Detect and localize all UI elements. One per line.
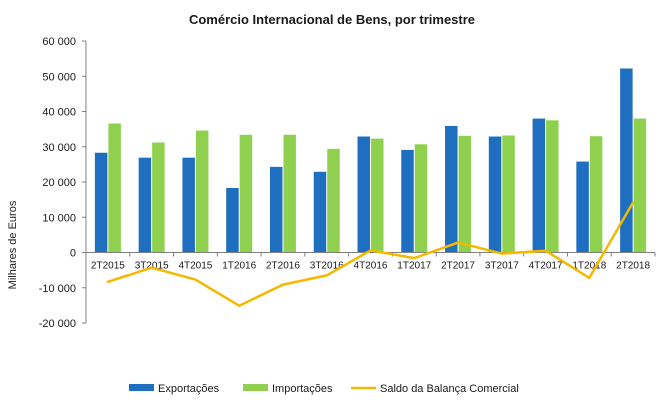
y-tick-label: 40 000 [42, 107, 76, 119]
category-label: 4T2016 [354, 261, 388, 272]
import-bar [502, 135, 515, 253]
export-bar [532, 118, 546, 253]
export-bar [401, 149, 414, 253]
export-bar [576, 161, 589, 253]
category-label: 1T2017 [397, 261, 431, 272]
import-bar [371, 138, 384, 253]
bars [94, 68, 647, 253]
chart-title: Comércio Internacional de Bens, por trim… [189, 12, 475, 27]
category-label: 2T2015 [91, 261, 125, 272]
category-label: 4T2017 [529, 261, 563, 272]
import-bar [327, 148, 340, 253]
import-bar [633, 118, 647, 253]
export-bar [313, 171, 327, 253]
y-tick-label: -10 000 [39, 283, 76, 295]
import-bar [195, 130, 209, 253]
y-tick-label: 50 000 [42, 71, 76, 83]
category-label: 2T2016 [266, 261, 300, 272]
axes [85, 41, 656, 323]
category-label: 2T2018 [616, 261, 650, 272]
import-bar [239, 134, 253, 253]
export-bar [445, 125, 458, 253]
category-label: 1T2018 [572, 261, 606, 272]
y-tick-label: 10 000 [42, 212, 76, 224]
legend-label: Exportações [158, 383, 220, 395]
legend-label: Saldo da Balança Comercial [380, 383, 519, 395]
category-label: 4T2015 [178, 261, 212, 272]
y-tick-label: 60 000 [42, 36, 76, 48]
y-tick-label: 0 [70, 248, 76, 260]
y-axis-label: Milhares de Euros [7, 200, 19, 289]
export-bar [94, 152, 108, 253]
category-labels: 2T2015 3T2015 4T2015 1T2016 2T2016 3T2016 4T20… [91, 261, 651, 272]
legend-swatch [243, 384, 268, 391]
export-bar [182, 157, 195, 253]
export-bar [357, 136, 370, 253]
balance-line-layer [106, 201, 635, 307]
export-bar [620, 68, 633, 253]
legend-swatch [129, 384, 154, 391]
legend: Exportações Importações Saldo da Balança C… [129, 383, 519, 395]
export-bar [269, 166, 283, 253]
y-tick-label: 30 000 [42, 142, 76, 154]
y-tick-label: 20 000 [42, 177, 76, 189]
export-bar [138, 157, 152, 253]
import-bar [546, 120, 559, 253]
y-axis-ticks: 60 000 50 000 40 000 30 000 20 000 10 000 0 -10… [39, 36, 86, 330]
legend-label: Importações [272, 383, 333, 395]
import-bar [589, 136, 603, 253]
import-bar [414, 144, 428, 253]
y-tick-label: -20 000 [39, 318, 76, 330]
export-bar [226, 187, 239, 253]
export-bar [488, 136, 502, 253]
category-label: 3T2016 [310, 261, 344, 272]
balance-line [106, 201, 635, 307]
category-label: 1T2016 [222, 261, 256, 272]
import-bar [283, 134, 296, 253]
category-label: 2T2017 [441, 261, 475, 272]
category-label: 3T2015 [135, 261, 169, 272]
import-bar [458, 135, 472, 253]
import-bar [108, 123, 121, 253]
category-label: 3T2017 [485, 261, 519, 272]
import-bar [152, 142, 165, 253]
